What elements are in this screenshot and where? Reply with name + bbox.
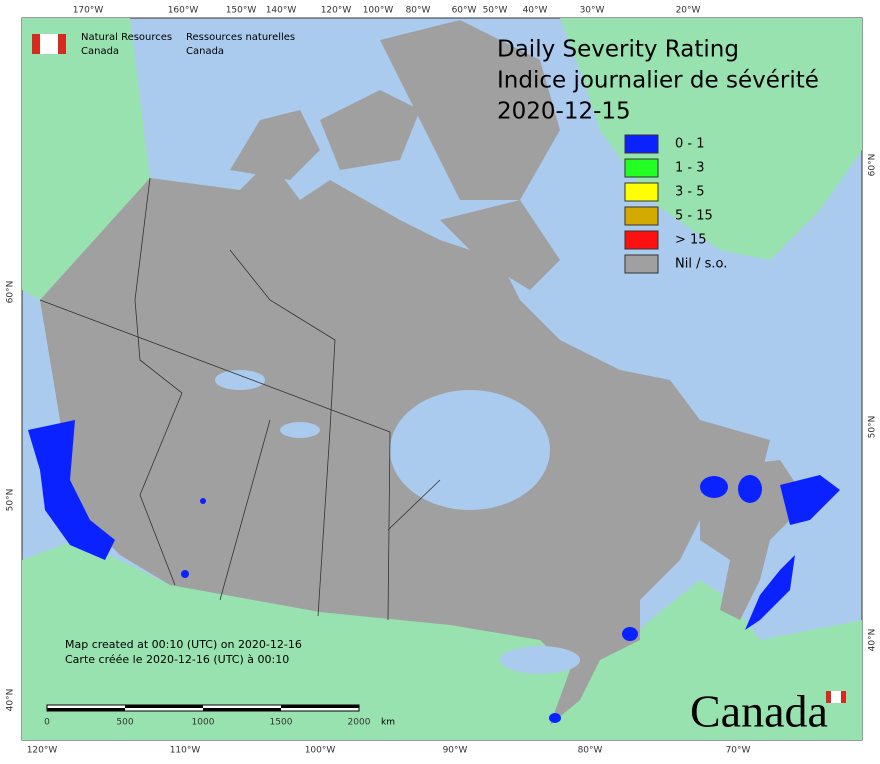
border (39, 299, 391, 433)
lake (280, 422, 320, 438)
legend-swatch (624, 158, 659, 178)
arctic-island (440, 200, 560, 290)
latitude-label: 50°N (868, 416, 878, 439)
rating-area (200, 498, 206, 504)
longitude-label: 70°W (726, 746, 751, 756)
lake (215, 370, 265, 390)
longitude-label: 100°W (305, 746, 336, 756)
flag-center (40, 34, 58, 54)
rating-area (745, 555, 795, 630)
united-states (22, 540, 862, 740)
hudson-bay (390, 390, 550, 510)
title: 2020-12-15 (497, 99, 631, 125)
rating-area (738, 475, 762, 503)
title: Daily Severity Rating (497, 37, 739, 63)
legend-swatch (624, 254, 659, 274)
longitude-label: 110°W (170, 746, 201, 756)
legend-label: 1 - 3 (675, 161, 705, 176)
arctic-island (380, 20, 560, 200)
scale-label: 500 (116, 718, 133, 728)
legend-label: Nil / s.o. (675, 257, 727, 272)
scale-label: 0 (44, 718, 50, 728)
department-en: Natural Resources (81, 32, 172, 43)
longitude-label: 160°W (168, 6, 199, 16)
wordmark: Canada (690, 686, 828, 737)
scale-label: 2000 (348, 718, 371, 728)
longitude-label: 50°W (483, 6, 508, 16)
longitude-label: 40°W (523, 6, 548, 16)
note: Carte créée le 2020-12-16 (UTC) à 00:10 (65, 653, 289, 666)
great-lakes (500, 646, 580, 674)
legend-swatch (624, 230, 659, 250)
longitude-label: 100°W (363, 6, 394, 16)
longitude-label: 120°W (321, 6, 352, 16)
legend-label: 0 - 1 (675, 137, 705, 152)
scale-bar-segment (47, 708, 125, 711)
border (387, 431, 391, 621)
latitude-label: 50°N (6, 489, 16, 512)
rating-area (780, 475, 840, 525)
border (387, 479, 441, 531)
department-fr: Canada (186, 46, 224, 57)
longitude-label: 170°W (73, 6, 104, 16)
title: Indice journalier de sévérité (497, 68, 819, 94)
scale-bar (46, 704, 360, 712)
longitude-label: 120°W (27, 746, 58, 756)
rating-area (622, 627, 638, 641)
rating-area (549, 713, 561, 723)
legend-label: 5 - 15 (675, 209, 713, 224)
scale-bar-segment (203, 708, 281, 711)
longitude-label: 90°W (443, 746, 468, 756)
scale-label: 1000 (192, 718, 215, 728)
alaska (22, 18, 150, 300)
longitude-label: 150°W (226, 6, 257, 16)
rating-area (181, 570, 189, 578)
wordmark-flag-center (831, 691, 841, 703)
border (219, 419, 271, 601)
arctic-island (230, 110, 320, 180)
latitude-label: 60°N (6, 281, 16, 304)
rating-area (700, 476, 728, 498)
longitude-label: 30°W (580, 6, 605, 16)
rating-area (28, 420, 115, 560)
legend-swatch (624, 134, 659, 154)
note: Map created at 00:10 (UTC) on 2020-12-16 (65, 638, 302, 651)
scale-bar-segment (125, 705, 203, 708)
latitude-label: 40°N (868, 629, 878, 652)
legend-swatch (624, 206, 659, 226)
legend-label: > 15 (675, 233, 707, 248)
scale-label: 1500 (270, 718, 293, 728)
arctic-island (320, 90, 420, 170)
department-fr: Ressources naturelles (186, 32, 295, 43)
longitude-label: 80°W (406, 6, 431, 16)
longitude-label: 60°W (452, 6, 477, 16)
scale-unit: km (381, 718, 395, 728)
department-en: Canada (81, 46, 119, 57)
greenland (560, 18, 862, 260)
latitude-label: 40°N (6, 689, 16, 712)
legend-label: 3 - 5 (675, 185, 705, 200)
atlantic-land (700, 460, 800, 620)
rating-areas (28, 420, 840, 723)
longitude-label: 140°W (266, 6, 297, 16)
land (22, 18, 862, 740)
border (229, 249, 336, 617)
scale-bar-segment (281, 705, 359, 708)
legend-swatch (624, 182, 659, 202)
latitude-label: 60°N (868, 154, 878, 177)
longitude-label: 80°W (578, 746, 603, 756)
longitude-label: 20°W (676, 6, 701, 16)
border (134, 177, 183, 586)
boundaries (39, 177, 441, 621)
